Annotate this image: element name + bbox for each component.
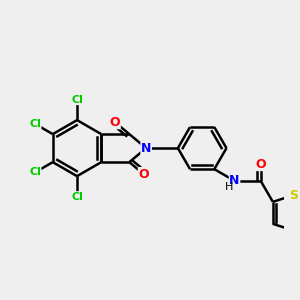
Text: N: N (230, 174, 240, 187)
Text: Cl: Cl (71, 192, 83, 202)
Text: Cl: Cl (29, 119, 41, 129)
Text: O: O (138, 168, 149, 181)
Text: Cl: Cl (29, 167, 41, 177)
Text: N: N (141, 142, 151, 154)
Text: O: O (255, 158, 266, 170)
Text: Cl: Cl (71, 94, 83, 105)
Text: S: S (289, 189, 298, 202)
Text: O: O (110, 116, 120, 129)
Text: H: H (225, 182, 233, 192)
